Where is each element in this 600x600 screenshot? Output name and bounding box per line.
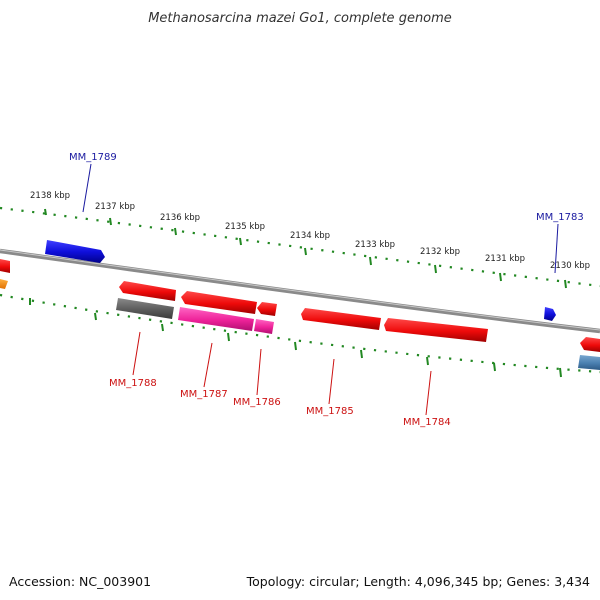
- gene-partial-right-red[interactable]: [580, 337, 600, 352]
- gene-MM_1783-feature[interactable]: [544, 307, 556, 321]
- gene-label-MM_1787[interactable]: MM_1787: [180, 389, 228, 400]
- tick-label-2137: 2137 kbp: [95, 202, 135, 212]
- gene-partial-left-red[interactable]: [0, 259, 10, 273]
- gene-label-MM_1788[interactable]: MM_1788: [109, 378, 157, 389]
- gene-MM_1785-feature[interactable]: [301, 308, 381, 330]
- label-leader-lines: [82, 163, 559, 416]
- gene-MM_1786-feature[interactable]: [254, 302, 277, 334]
- tick-label-2138: 2138 kbp: [30, 191, 70, 201]
- gene-MM_1789-feature[interactable]: [45, 240, 105, 263]
- gene-partial-right-steel[interactable]: [578, 355, 600, 370]
- tick-label-2131: 2131 kbp: [485, 254, 525, 264]
- gene-MM_1784-feature[interactable]: [384, 318, 488, 342]
- tick-label-2135: 2135 kbp: [225, 222, 265, 232]
- gene-MM_1787-feature[interactable]: [178, 291, 257, 331]
- gene-label-MM_1786[interactable]: MM_1786: [233, 397, 281, 408]
- map-title: Methanosarcina mazei Go1, complete genom…: [148, 11, 452, 26]
- tick-label-2130: 2130 kbp: [550, 261, 590, 271]
- lower-major-ticks: [29, 298, 562, 378]
- genome-summary-text: Topology: circular; Length: 4,096,345 bp…: [246, 574, 590, 589]
- gene-label-MM_1784[interactable]: MM_1784: [403, 417, 451, 428]
- genome-backbone: [0, 248, 600, 334]
- tick-label-2134: 2134 kbp: [290, 231, 330, 241]
- lower-tick-ring: [0, 293, 600, 374]
- upper-tick-ring: [0, 206, 600, 288]
- tick-label-2132: 2132 kbp: [420, 247, 460, 257]
- tick-label-2136: 2136 kbp: [160, 213, 200, 223]
- gene-partial-left-orange[interactable]: [0, 279, 8, 289]
- gene-label-MM_1785[interactable]: MM_1785: [306, 406, 354, 417]
- gene-label-MM_1789[interactable]: MM_1789: [69, 152, 117, 163]
- upper-major-ticks: [44, 208, 567, 289]
- gene-MM_1788-feature[interactable]: [116, 281, 176, 319]
- accession-text: Accession: NC_003901: [9, 574, 151, 589]
- tick-label-2133: 2133 kbp: [355, 240, 395, 250]
- gene-label-MM_1783[interactable]: MM_1783: [536, 212, 584, 223]
